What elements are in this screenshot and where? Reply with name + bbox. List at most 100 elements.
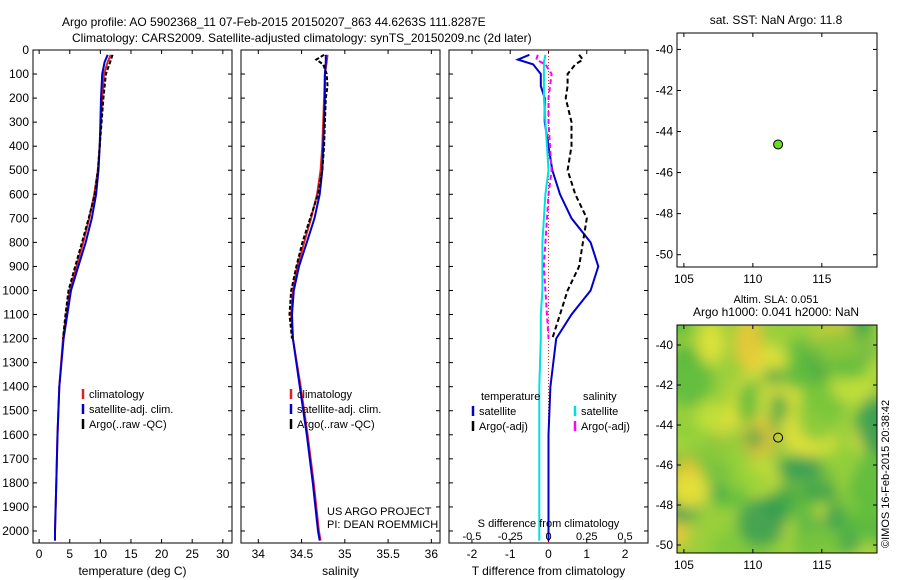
sal-series-line (288, 53, 329, 339)
depth-tick-label: 1800 (2, 476, 29, 490)
diff-top-tick-label: -0.5 (462, 531, 481, 543)
depth-tick-label: 200 (9, 91, 29, 105)
depth-tick-label: 0 (22, 43, 29, 57)
temp-legend-label: climatology (89, 389, 145, 401)
sla-map-field-blob (797, 482, 838, 503)
temp-series-line (54, 54, 109, 541)
temp-xlabel: temperature (deg C) (78, 564, 186, 578)
temp-xtick-label: 10 (94, 547, 108, 561)
depth-tick-label: 400 (9, 139, 29, 153)
diff-legend-label: satellite (581, 406, 618, 418)
temp-xtick-label: 20 (155, 547, 169, 561)
diff-legend-label: Argo(-adj) (581, 421, 630, 433)
sst-map-ytick-label: -46 (656, 166, 674, 180)
sst-map-argo-location-marker (773, 139, 784, 150)
sla-map-field-blob (677, 325, 695, 337)
temp-plot-frame (32, 49, 233, 544)
depth-tick-label: 800 (9, 235, 29, 249)
sst-map-ytick-label: -42 (656, 83, 674, 97)
sal-xlabel: salinity (322, 564, 359, 578)
diff-xtick-label: 1 (583, 547, 590, 561)
sla-map-field-blob (857, 532, 876, 553)
depth-tick-label: 1600 (2, 428, 29, 442)
imos-watermark: ©IMOS 16-Feb-2015 20:38:42 (880, 400, 892, 548)
sst-map-xtick-label: 110 (743, 272, 762, 286)
sal-xtick-label: 35 (338, 547, 352, 561)
sla-map-ytick-label: -44 (656, 418, 674, 432)
sla-map-title-line2: Argo h1000: 0.041 h2000: NaN (693, 305, 859, 319)
sst-map-xtick-label: 105 (674, 272, 694, 286)
sst-map-ytick-label: -40 (656, 42, 674, 56)
sla-map-field-clip (677, 325, 877, 553)
temp-legend-label: Argo(..raw -QC) (89, 419, 167, 431)
temp-xtick-label: 5 (66, 547, 73, 561)
diff-xtick-label: 2 (622, 547, 629, 561)
sst-map-ytick-label: -44 (656, 125, 674, 139)
depth-tick-label: 600 (9, 187, 29, 201)
sla-map-field-blob (826, 356, 872, 380)
sla-map-ytick-label: -50 (656, 538, 674, 552)
diff-xtick-label: 0 (545, 547, 552, 561)
temp-xtick-label: 25 (186, 547, 200, 561)
diff-top-tick-label: -0.25 (498, 531, 523, 543)
sla-map-field-blob (764, 367, 783, 386)
depth-tick-label: 1400 (2, 380, 29, 394)
diff-top-tick-label: 0.25 (576, 531, 597, 543)
sal-xtick-label: 35.5 (376, 547, 400, 561)
depth-tick-label: 1500 (2, 404, 29, 418)
diff-top-tick-label: 0 (545, 531, 551, 543)
depth-tick-label: 700 (9, 211, 29, 225)
sal-legend-label: Argo(..raw -QC) (297, 419, 375, 431)
depth-tick-label: 1200 (2, 332, 29, 346)
diff-series-line (514, 53, 600, 541)
sla-map-field-blob (743, 428, 765, 448)
sla-map-field-blob (677, 522, 691, 548)
temp-legend-label: satellite-adj. clim. (89, 404, 173, 416)
sla-map-field-blob (696, 401, 724, 434)
depth-tick-label: 1300 (2, 356, 29, 370)
diff-legend-title-temperature: temperature (481, 391, 540, 403)
sla-map-field-blob (735, 381, 760, 426)
sla-map-field-blob (838, 509, 877, 538)
depth-tick-label: 1700 (2, 452, 29, 466)
sst-map-title: sat. SST: NaN Argo: 11.8 (710, 13, 843, 27)
sla-map-field-blob (701, 431, 728, 488)
sst-map-ytick-label: -48 (656, 207, 674, 221)
sla-map-field-blob (677, 348, 714, 407)
sla-map-field-blob (780, 362, 820, 390)
diff-top-xlabel: S difference from climatology (478, 518, 620, 530)
sla-map-field-blob (719, 470, 771, 492)
sla-map-frame (676, 324, 878, 554)
diff-series-line (535, 54, 553, 339)
sal-series-line (290, 54, 327, 541)
depth-tick-label: 2000 (2, 524, 29, 538)
temp-series-line (62, 54, 114, 339)
sla-map-field-blob (816, 449, 863, 471)
sla-map-ytick-label: -48 (656, 498, 674, 512)
sla-map-field-blob (697, 325, 725, 366)
temp-xtick-label: 30 (216, 547, 230, 561)
temp-xtick-label: 0 (36, 547, 43, 561)
depth-tick-label: 1900 (2, 500, 29, 514)
sla-map-field-blob (796, 384, 838, 443)
sla-map-field-blob (856, 395, 877, 454)
sla-map-field-blob (677, 421, 703, 444)
diff-legend-title-salinity: salinity (583, 391, 617, 403)
sst-map-ytick-label: -50 (656, 248, 674, 262)
sla-map-field-blob (801, 521, 839, 553)
sla-map-field-blob (738, 498, 786, 547)
sla-map-field (677, 325, 877, 553)
depth-tick-label: 300 (9, 115, 29, 129)
project-annotation: US ARGO PROJECT (327, 506, 432, 518)
figure-title-line2: Climatology: CARS2009. Satellite-adjuste… (72, 31, 532, 45)
diff-series-line (551, 54, 588, 339)
diff-series-line (538, 54, 550, 541)
sla-map-ytick-label: -40 (656, 338, 674, 352)
depth-tick-label: 1100 (3, 308, 29, 322)
depth-tick-label: 1000 (2, 283, 29, 297)
sla-map-xtick-label: 115 (812, 558, 831, 572)
diff-top-tick-label: 0.5 (617, 531, 632, 543)
figure-title-line1: Argo profile: AO 5902368_11 07-Feb-2015 … (62, 15, 486, 29)
sal-legend-label: climatology (297, 389, 353, 401)
